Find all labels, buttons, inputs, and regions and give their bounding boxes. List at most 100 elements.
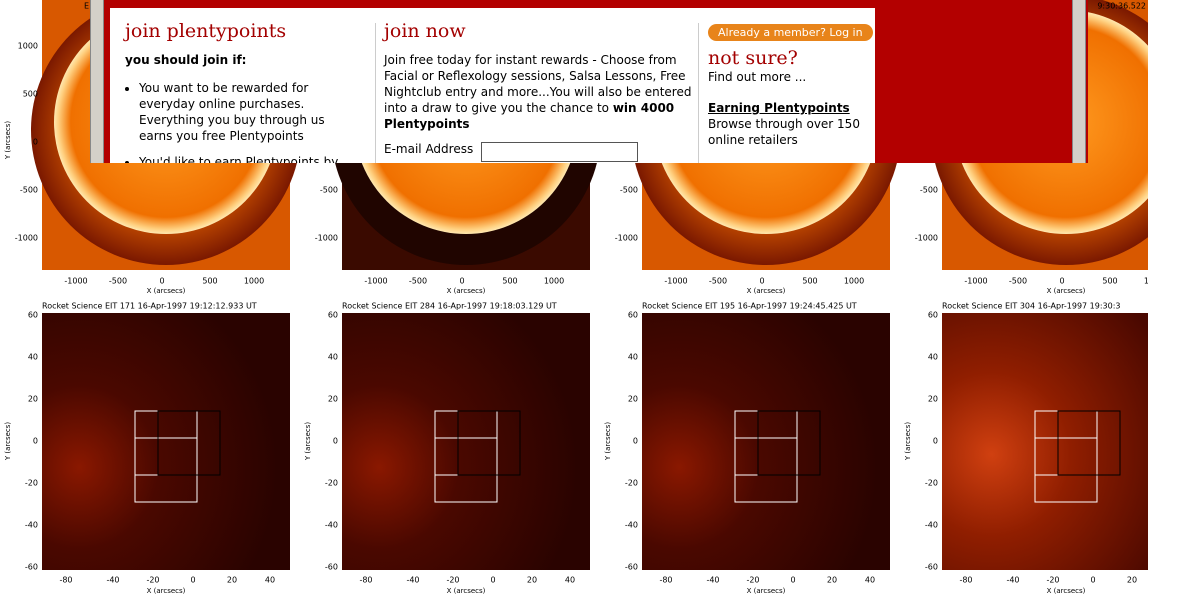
x-tick-label: 20 xyxy=(227,576,237,585)
x-tick-label: -20 xyxy=(1046,576,1059,585)
x-tick-label: -1000 xyxy=(964,277,987,286)
earning-text: Browse through over 150 online retailers xyxy=(708,117,860,147)
x-tick-label: 1000 xyxy=(844,277,864,286)
x-tick-label: -1000 xyxy=(364,277,387,286)
y-tick-label: -60 xyxy=(325,563,338,572)
scrollbar[interactable] xyxy=(90,0,104,163)
box-black xyxy=(1057,410,1121,476)
email-input[interactable] xyxy=(481,142,639,162)
email-row: E-mail Address xyxy=(384,142,694,162)
x-tick-label: -500 xyxy=(409,277,427,286)
y-tick-label: -1000 xyxy=(615,234,638,243)
y-tick-label: 20 xyxy=(28,395,38,404)
x-tick-label: 500 xyxy=(1102,277,1117,286)
x-tick-label: 500 xyxy=(502,277,517,286)
x-tick-label: -20 xyxy=(746,576,759,585)
y-tick-label: 0 xyxy=(33,437,38,446)
x-axis-label: X (arcsecs) xyxy=(747,287,786,295)
x-axis-label: X (arcsecs) xyxy=(747,587,786,595)
box-black xyxy=(157,410,221,476)
x-tick-label: -1000 xyxy=(664,277,687,286)
y-tick-label: 1000 xyxy=(18,42,38,51)
y-tick-label: -1000 xyxy=(915,234,938,243)
x-tick-label: -40 xyxy=(406,576,419,585)
x-tick-label: 0 xyxy=(159,277,164,286)
y-tick-label: 0 xyxy=(33,138,38,147)
image xyxy=(42,313,290,570)
join-now-column: join now Join free today for instant rew… xyxy=(384,8,694,163)
y-tick-label: 20 xyxy=(328,395,338,404)
y-tick-label: 40 xyxy=(328,353,338,362)
box-black xyxy=(757,410,821,476)
x-axis-label: X (arcsecs) xyxy=(147,287,186,295)
x-tick-label: 20 xyxy=(1127,576,1137,585)
x-tick-label: -20 xyxy=(146,576,159,585)
x-tick-label: -40 xyxy=(106,576,119,585)
y-tick-label: -60 xyxy=(25,563,38,572)
y-tick-label: 60 xyxy=(928,311,938,320)
x-tick-label: 0 xyxy=(790,576,795,585)
x-axis-label: X (arcsecs) xyxy=(147,587,186,595)
y-tick-label: -500 xyxy=(20,186,38,195)
x-tick-label: -80 xyxy=(959,576,972,585)
x-axis-label: X (arcsecs) xyxy=(1047,287,1086,295)
panel-title: E xyxy=(84,2,89,11)
x-tick-label: 40 xyxy=(265,576,275,585)
y-tick-label: -500 xyxy=(320,186,338,195)
y-tick-label: -20 xyxy=(625,479,638,488)
x-tick-label: -80 xyxy=(359,576,372,585)
y-axis-label: Y (arcsecs) xyxy=(904,422,912,462)
y-tick-label: -60 xyxy=(625,563,638,572)
earning-link[interactable]: Earning Plentypoints xyxy=(708,101,850,115)
y-tick-label: 20 xyxy=(628,395,638,404)
panel-title: Rocket Science EIT 304 16-Apr-1997 19:30… xyxy=(942,302,1121,311)
x-tick-label: 20 xyxy=(527,576,537,585)
y-axis-label: Y (arcsecs) xyxy=(4,422,12,462)
y-axis-label: Y (arcsecs) xyxy=(4,121,12,161)
x-tick-label: 1000 xyxy=(544,277,564,286)
scrollbar[interactable] xyxy=(1072,0,1086,163)
x-tick-label: 0 xyxy=(190,576,195,585)
y-tick-label: -40 xyxy=(325,521,338,530)
x-tick-label: 0 xyxy=(459,277,464,286)
x-tick-label: -40 xyxy=(706,576,719,585)
x-tick-label: -500 xyxy=(109,277,127,286)
x-tick-label: -1000 xyxy=(64,277,87,286)
y-tick-label: -20 xyxy=(325,479,338,488)
y-tick-label: -1000 xyxy=(15,234,38,243)
y-tick-label: -20 xyxy=(25,479,38,488)
join-column: join plentypoints you should join if: Yo… xyxy=(125,8,360,163)
subheading: you should join if: xyxy=(125,53,247,67)
x-tick-label: 0 xyxy=(1090,576,1095,585)
y-tick-label: -500 xyxy=(620,186,638,195)
y-tick-label: 0 xyxy=(933,437,938,446)
heading: not sure? xyxy=(708,47,798,69)
x-tick-label: 1000 xyxy=(244,277,264,286)
x-tick-label: 40 xyxy=(865,576,875,585)
x-tick-label: 40 xyxy=(565,576,575,585)
find-out-link[interactable]: Find out more ... xyxy=(708,70,807,84)
image xyxy=(642,313,890,570)
x-tick-label: -80 xyxy=(59,576,72,585)
login-button[interactable]: Already a member? Log in xyxy=(708,24,873,41)
reason: You'd like to earn Plentypoints by xyxy=(139,154,360,163)
x-axis-label: X (arcsecs) xyxy=(1047,587,1086,595)
reason: You want to be rewarded for everyday onl… xyxy=(139,80,360,144)
y-tick-label: -20 xyxy=(925,479,938,488)
x-tick-label: 0 xyxy=(490,576,495,585)
blank-edge xyxy=(1148,0,1200,600)
panel-title: Rocket Science EIT 284 16-Apr-1997 19:18… xyxy=(342,302,557,311)
y-tick-label: 0 xyxy=(333,437,338,446)
heading: join now xyxy=(384,20,466,42)
prize: win 4000 Plentypoints xyxy=(384,101,675,131)
y-tick-label: 20 xyxy=(928,395,938,404)
x-tick-label: 0 xyxy=(1059,277,1064,286)
y-tick-label: 60 xyxy=(328,311,338,320)
y-tick-label: 500 xyxy=(23,90,38,99)
image xyxy=(342,313,590,570)
x-tick-label: -500 xyxy=(709,277,727,286)
y-axis-label: Y (arcsecs) xyxy=(604,422,612,462)
heading: join plentypoints xyxy=(125,20,287,42)
x-tick-label: 0 xyxy=(759,277,764,286)
